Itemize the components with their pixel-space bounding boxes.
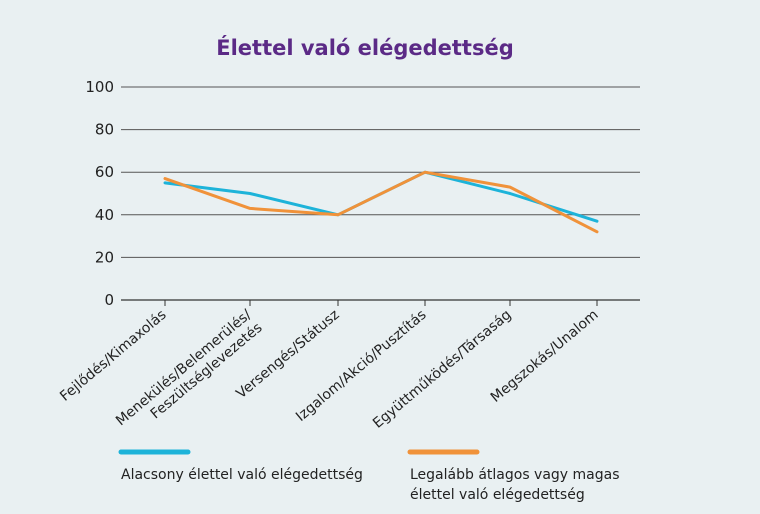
gridlines [121, 86, 640, 301]
y-axis-ticks: 0 20 40 60 80 100 [85, 78, 114, 309]
legend-label-2: Legalább átlagos vagy magas élettel való … [410, 467, 620, 503]
y-tick-label: 0 [104, 291, 114, 309]
series-line-1 [163, 170, 599, 223]
y-tick-label: 100 [85, 78, 114, 96]
x-axis: Fejlődés/KimaxolásMenekülés/Belemerülés/… [57, 300, 602, 432]
y-tick-label: 40 [95, 206, 114, 224]
chart-title: Élettel való elégedettség [216, 35, 514, 60]
y-tick-label: 20 [95, 248, 114, 266]
legend-label-1: Alacsony élettel való elégedettség [121, 467, 363, 483]
y-tick-label: 60 [95, 163, 114, 181]
series-line-2 [163, 170, 599, 234]
legend: Alacsony élettel való elégedettség Legalá… [118, 449, 620, 503]
y-tick-label: 80 [95, 121, 114, 139]
x-tick-label: Együttműködés/Társaság [370, 307, 515, 432]
series-lines [163, 170, 599, 234]
